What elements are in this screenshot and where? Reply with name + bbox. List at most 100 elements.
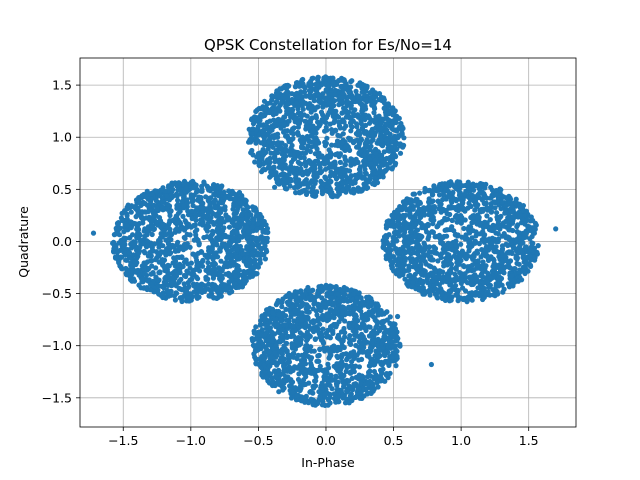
constellation-point: [269, 93, 275, 99]
constellation-point: [126, 250, 133, 256]
constellation-point: [299, 103, 305, 109]
constellation-point: [188, 291, 194, 297]
constellation-point: [332, 92, 338, 98]
constellation-point: [388, 258, 394, 264]
constellation-point: [498, 267, 504, 273]
constellation-point: [455, 287, 461, 293]
constellation-point: [409, 245, 415, 252]
constellation-point: [509, 273, 515, 279]
constellation-point: [448, 198, 454, 204]
constellation-point: [405, 267, 411, 273]
constellation-point: [227, 253, 233, 259]
constellation-point: [163, 232, 169, 238]
constellation-point: [351, 190, 357, 196]
constellation-point: [444, 257, 450, 264]
constellation-point: [211, 199, 217, 205]
constellation-point: [418, 220, 424, 227]
constellation-point: [154, 188, 160, 194]
constellation-point: [352, 180, 358, 186]
constellation-point: [156, 237, 162, 244]
constellation-point: [254, 226, 260, 232]
constellation-point: [130, 276, 137, 282]
constellation-point: [264, 249, 270, 255]
constellation-point: [162, 275, 168, 282]
constellation-point: [173, 191, 180, 197]
constellation-point: [275, 116, 281, 122]
constellation-point: [421, 240, 427, 246]
constellation-point: [234, 229, 240, 236]
constellation-point: [474, 277, 480, 283]
constellation-point: [342, 318, 348, 324]
constellation-point: [503, 209, 509, 215]
constellation-point: [362, 130, 368, 136]
constellation-point: [226, 272, 232, 279]
constellation-point: [272, 132, 278, 138]
constellation-point: [367, 147, 373, 153]
constellation-point: [198, 194, 204, 201]
constellation-point: [341, 77, 347, 83]
constellation-point: [457, 196, 463, 202]
constellation-point: [430, 272, 436, 278]
constellation-point: [532, 254, 538, 260]
constellation-point: [184, 286, 190, 292]
constellation-point: [218, 258, 224, 264]
constellation-point: [233, 273, 239, 279]
constellation-point: [468, 281, 475, 288]
constellation-point: [160, 221, 166, 228]
constellation-point: [330, 75, 336, 81]
constellation-point: [438, 254, 444, 261]
constellation-point: [414, 227, 421, 233]
constellation-point: [527, 236, 533, 242]
constellation-point: [168, 192, 174, 198]
constellation-point: [299, 143, 305, 149]
constellation-point: [302, 118, 308, 124]
constellation-point: [355, 94, 362, 100]
constellation-point: [124, 223, 130, 229]
constellation-point: [431, 204, 438, 210]
constellation-point: [489, 209, 495, 215]
constellation-point: [297, 190, 303, 196]
constellation-point: [400, 264, 406, 271]
constellation-point: [411, 274, 417, 280]
constellation-point: [295, 159, 301, 165]
constellation-point: [453, 266, 459, 272]
constellation-point: [141, 266, 147, 272]
constellation-point: [423, 272, 429, 278]
constellation-point: [253, 324, 259, 330]
constellation-point: [149, 258, 155, 264]
constellation-point: [308, 106, 314, 112]
constellation-point: [483, 263, 489, 269]
constellation-point: [362, 92, 368, 98]
constellation-point: [208, 215, 214, 221]
constellation-point: [517, 201, 523, 207]
constellation-point: [223, 259, 229, 266]
constellation-point: [425, 244, 431, 250]
constellation-point: [531, 225, 537, 231]
constellation-point: [244, 244, 250, 250]
constellation-point: [325, 112, 331, 118]
constellation-point: [340, 394, 346, 400]
constellation-point: [293, 115, 299, 121]
constellation-point: [431, 217, 437, 223]
constellation-point: [250, 224, 256, 230]
constellation-point: [231, 211, 237, 217]
constellation-point: [287, 152, 293, 158]
constellation-point: [154, 205, 160, 212]
constellation-point: [457, 190, 463, 196]
constellation-point: [347, 115, 353, 121]
constellation-point: [509, 204, 515, 211]
constellation-point: [475, 285, 481, 291]
constellation-point: [116, 260, 122, 266]
constellation-point: [347, 175, 353, 181]
constellation-point: [453, 231, 459, 237]
constellation-point: [245, 228, 251, 234]
constellation-point: [263, 222, 269, 228]
constellation-point: [310, 123, 316, 129]
constellation-point: [158, 187, 164, 193]
constellation-point: [118, 254, 124, 260]
constellation-point: [522, 270, 528, 277]
constellation-point: [194, 227, 200, 233]
constellation-point: [437, 202, 443, 208]
constellation-point: [371, 368, 377, 375]
constellation-point: [174, 290, 180, 296]
